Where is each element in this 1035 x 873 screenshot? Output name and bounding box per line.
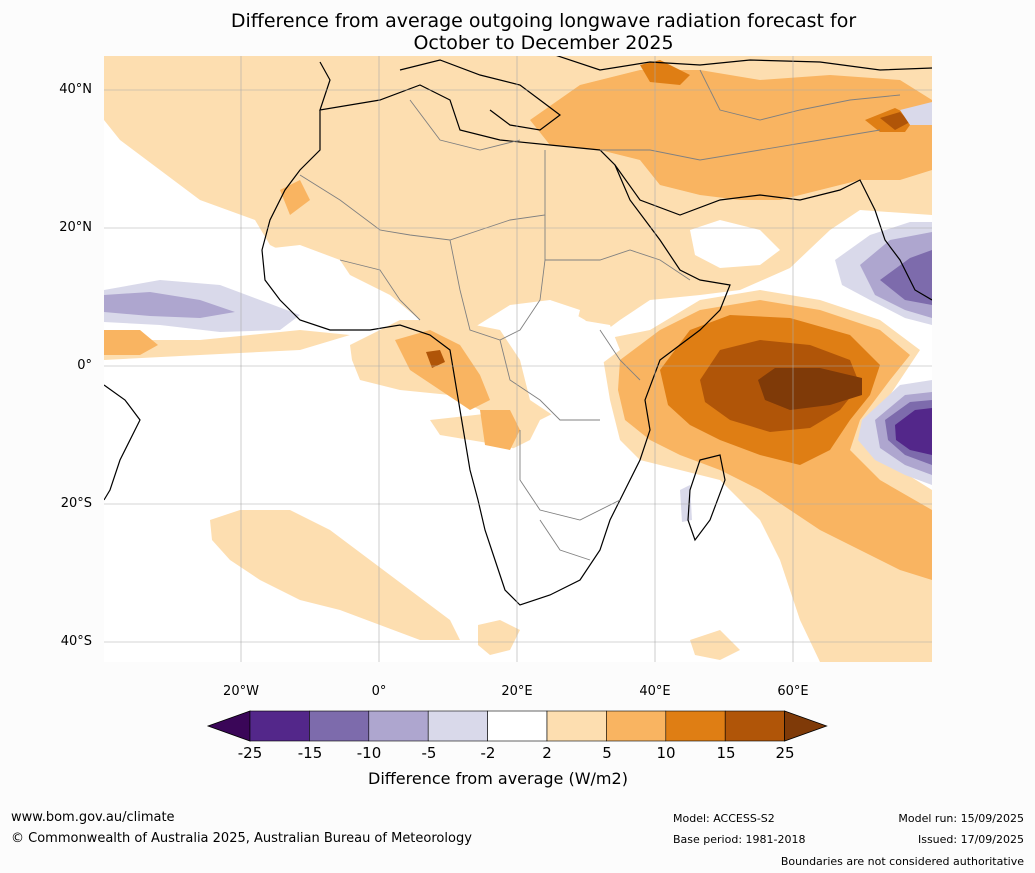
colorbar-tick: 5 [602,744,612,762]
anomaly-negative [104,102,932,522]
lon-label-0: 0° [371,684,387,699]
colorbar-segment [309,710,370,742]
colorbar-segment [724,710,785,742]
coastlines [104,56,932,606]
lon-label-40e: 40°E [639,684,671,699]
colorbar-tick: -2 [480,744,496,762]
colorbar-segment [546,710,607,742]
lon-label-20w: 20°W [223,684,259,699]
lon-label-20e: 20°E [501,684,533,699]
colorbar-segment [665,710,726,742]
lat-label-20n: 20°N [59,220,92,235]
lon-label-60e: 60°E [777,684,809,699]
lat-label-40n: 40°N [59,82,92,97]
colorbar-tick: -10 [356,744,382,762]
colorbar-arrow-high [784,710,828,742]
website-link[interactable]: www.bom.gov.au/climate [11,810,175,825]
model-text: Model: ACCESS-S2 [673,812,775,825]
disclaimer-text: Boundaries are not considered authoritat… [780,855,1024,868]
colorbar-tick: 25 [775,744,795,762]
model-run-text: Model run: 15/09/2025 [898,812,1024,825]
colorbar-tick: -15 [297,744,323,762]
lat-label-40s: 40°S [60,634,92,649]
colorbar-segment [427,710,488,742]
gridlines [104,56,932,662]
country-borders [299,69,901,561]
colorbar-tick: 2 [542,744,552,762]
colorbar-segment [606,710,667,742]
copyright-text: © Commonwealth of Australia 2025, Austra… [11,831,472,846]
colorbar-tick: -25 [237,744,263,762]
anomaly-above-25 [758,368,862,410]
colorbar-arrow-low [206,710,251,742]
colorbar-tick: -5 [421,744,437,762]
colorbar-segment [249,710,310,742]
colorbar-segment [487,710,548,742]
lat-label-20s: 20°S [60,496,92,511]
base-period-text: Base period: 1981-2018 [673,833,806,846]
issued-text: Issued: 17/09/2025 [917,833,1024,846]
colorbar-label: Difference from average (W/m2) [368,769,628,788]
colorbar-tick: 10 [656,744,676,762]
colorbar-segment [368,710,429,742]
map-title: Difference from average outgoing longwav… [230,10,857,54]
lat-label-0: 0° [77,358,92,373]
colorbar-tick: 15 [716,744,736,762]
